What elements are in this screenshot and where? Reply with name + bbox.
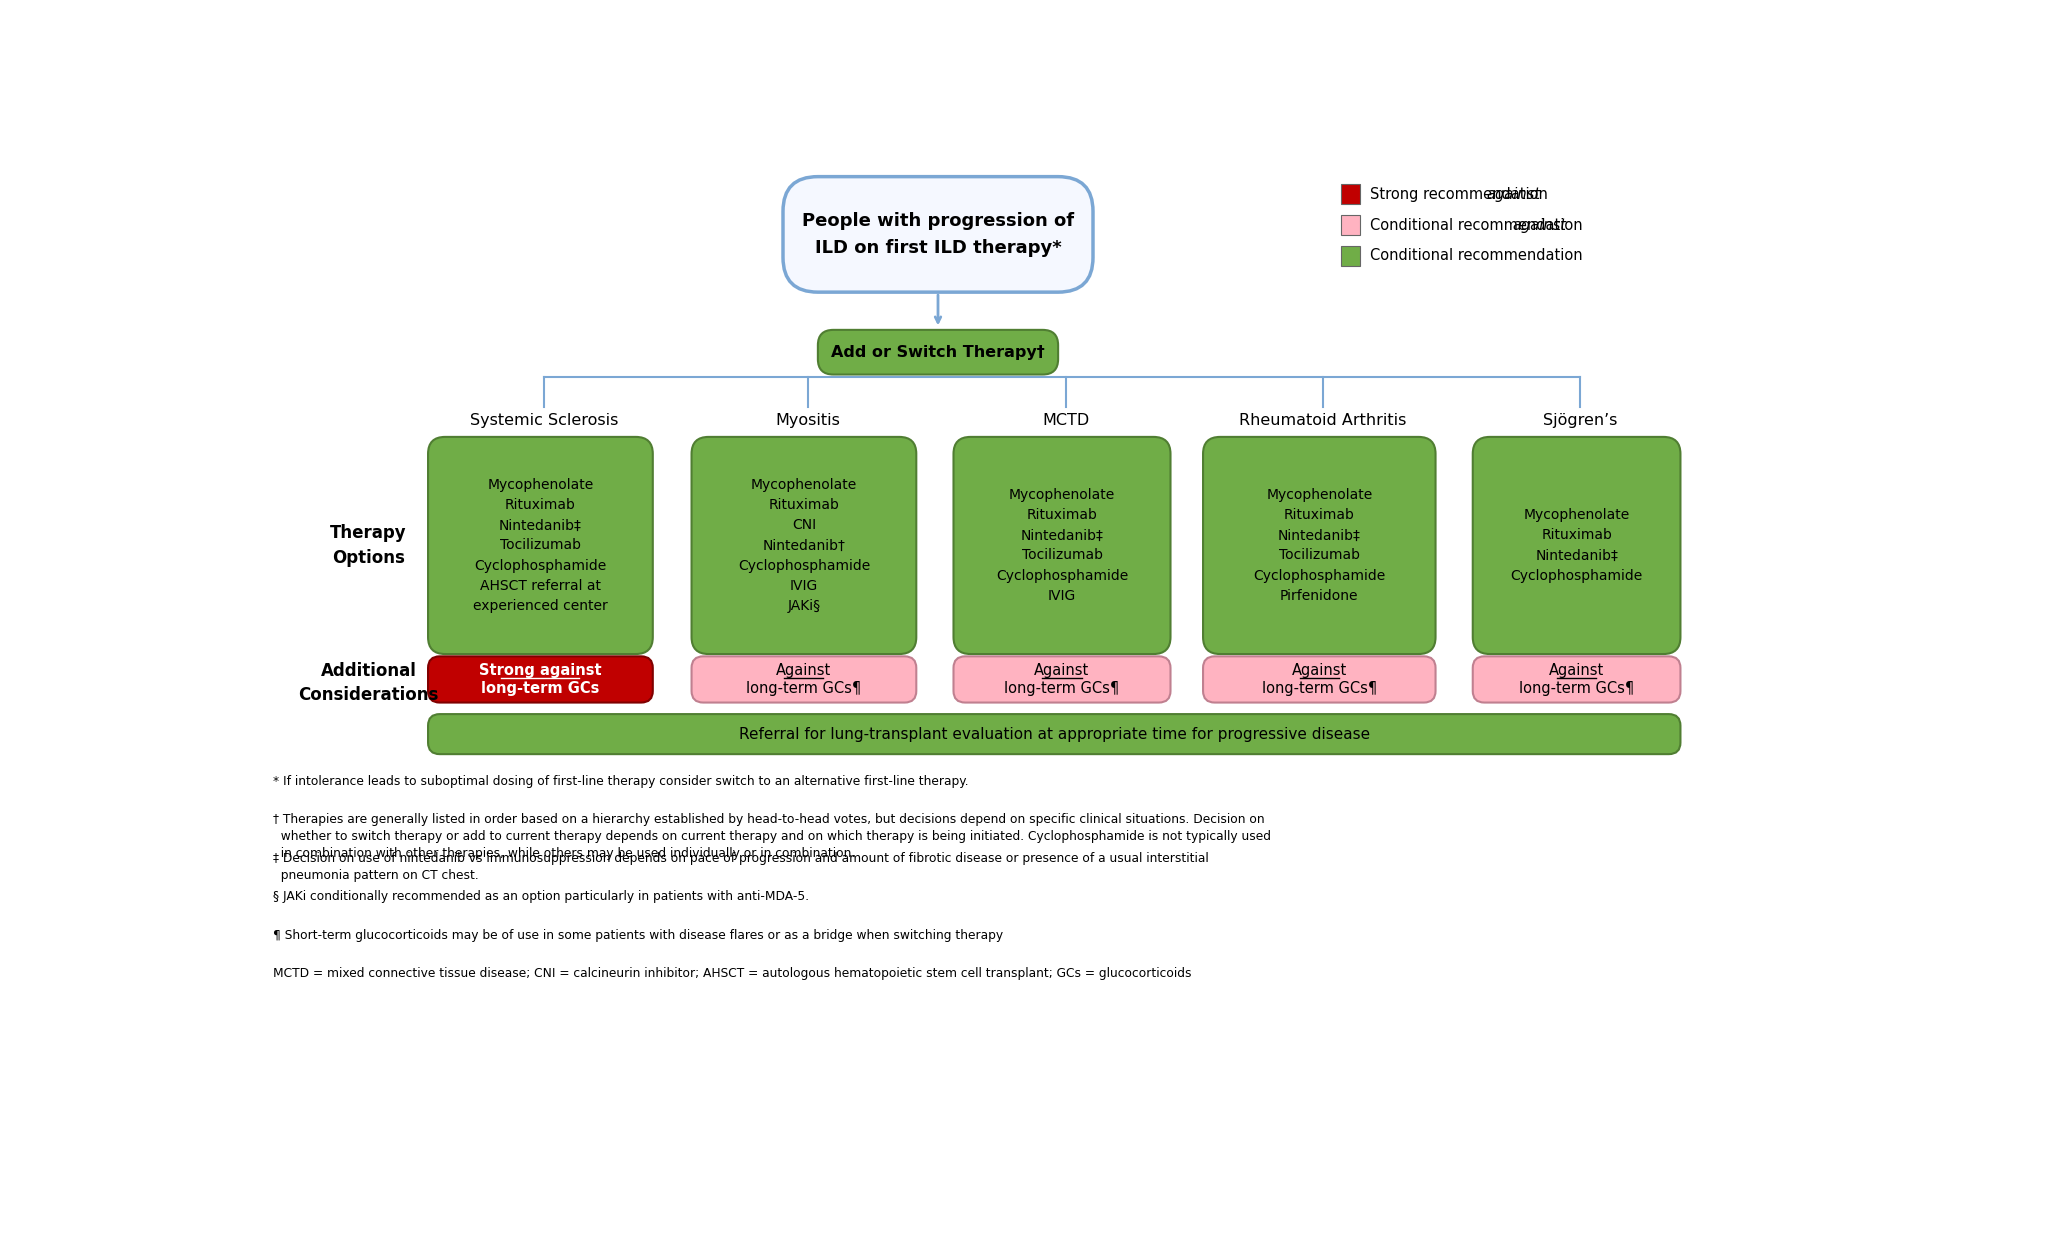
Text: * If intolerance leads to suboptimal dosing of first-line therapy consider switc: * If intolerance leads to suboptimal dos… bbox=[272, 774, 969, 788]
Text: Therapy
Options: Therapy Options bbox=[330, 524, 408, 567]
Text: Strong recommendation: Strong recommendation bbox=[1370, 187, 1552, 202]
Text: against: against bbox=[1487, 187, 1540, 202]
Text: Against: Against bbox=[1548, 663, 1604, 678]
Text: Conditional recommendation: Conditional recommendation bbox=[1370, 248, 1583, 263]
FancyBboxPatch shape bbox=[1202, 656, 1436, 702]
Text: Mycophenolate
Rituximab
Nintedanib‡
Tocilizumab
Cyclophosphamide
Pirfenidone: Mycophenolate Rituximab Nintedanib‡ Toci… bbox=[1253, 489, 1384, 603]
Text: ¶ Short-term glucocorticoids may be of use in some patients with disease flares : ¶ Short-term glucocorticoids may be of u… bbox=[272, 930, 1004, 942]
Text: Conditional recommendation: Conditional recommendation bbox=[1370, 217, 1587, 232]
Text: MCTD = mixed connective tissue disease; CNI = calcineurin inhibitor; AHSCT = aut: MCTD = mixed connective tissue disease; … bbox=[272, 968, 1192, 980]
Text: People with progression of
ILD on first ILD therapy*: People with progression of ILD on first … bbox=[803, 212, 1073, 257]
Text: Additional
Considerations: Additional Considerations bbox=[299, 663, 438, 704]
Text: Mycophenolate
Rituximab
Nintedanib‡
Tocilizumab
Cyclophosphamide
AHSCT referral : Mycophenolate Rituximab Nintedanib‡ Toci… bbox=[473, 478, 608, 613]
Text: Mycophenolate
Rituximab
Nintedanib‡
Cyclophosphamide: Mycophenolate Rituximab Nintedanib‡ Cycl… bbox=[1511, 509, 1642, 582]
FancyBboxPatch shape bbox=[428, 437, 653, 654]
Text: ‡ Decision on use of nintedanib vs immunosuppression depends on pace of progress: ‡ Decision on use of nintedanib vs immun… bbox=[272, 851, 1208, 882]
Text: Referral for lung-transplant evaluation at appropriate time for progressive dise: Referral for lung-transplant evaluation … bbox=[739, 727, 1370, 742]
FancyBboxPatch shape bbox=[692, 437, 915, 654]
Text: Myositis: Myositis bbox=[776, 413, 840, 428]
Text: Systemic Sclerosis: Systemic Sclerosis bbox=[471, 413, 618, 428]
Text: Mycophenolate
Rituximab
CNI
Nintedanib†
Cyclophosphamide
IVIG
JAKi§: Mycophenolate Rituximab CNI Nintedanib† … bbox=[737, 478, 870, 613]
Text: † Therapies are generally listed in order based on a hierarchy established by he: † Therapies are generally listed in orde… bbox=[272, 813, 1272, 860]
Text: Strong against: Strong against bbox=[479, 663, 602, 678]
FancyBboxPatch shape bbox=[1341, 215, 1360, 235]
Text: long-term GCs¶: long-term GCs¶ bbox=[1004, 681, 1120, 696]
Text: long-term GCs: long-term GCs bbox=[481, 681, 600, 696]
FancyBboxPatch shape bbox=[1473, 437, 1681, 654]
Text: Mycophenolate
Rituximab
Nintedanib‡
Tocilizumab
Cyclophosphamide
IVIG: Mycophenolate Rituximab Nintedanib‡ Toci… bbox=[995, 489, 1128, 603]
Text: Add or Switch Therapy†: Add or Switch Therapy† bbox=[831, 345, 1044, 360]
FancyBboxPatch shape bbox=[692, 656, 915, 702]
Text: Rheumatoid Arthritis: Rheumatoid Arthritis bbox=[1239, 413, 1407, 428]
FancyBboxPatch shape bbox=[1202, 437, 1436, 654]
FancyBboxPatch shape bbox=[428, 656, 653, 702]
FancyBboxPatch shape bbox=[1341, 246, 1360, 266]
Text: against: against bbox=[1513, 217, 1567, 232]
FancyBboxPatch shape bbox=[1473, 656, 1681, 702]
Text: Against: Against bbox=[1034, 663, 1090, 678]
FancyBboxPatch shape bbox=[428, 714, 1681, 755]
Text: long-term GCs¶: long-term GCs¶ bbox=[1520, 681, 1634, 696]
FancyBboxPatch shape bbox=[817, 330, 1059, 375]
Text: long-term GCs¶: long-term GCs¶ bbox=[1262, 681, 1376, 696]
Text: Sjögren’s: Sjögren’s bbox=[1544, 413, 1618, 428]
Text: long-term GCs¶: long-term GCs¶ bbox=[745, 681, 862, 696]
FancyBboxPatch shape bbox=[954, 656, 1171, 702]
FancyBboxPatch shape bbox=[782, 176, 1094, 292]
FancyBboxPatch shape bbox=[954, 437, 1171, 654]
Text: Against: Against bbox=[1292, 663, 1348, 678]
FancyBboxPatch shape bbox=[1341, 185, 1360, 205]
Text: MCTD: MCTD bbox=[1042, 413, 1090, 428]
Text: Against: Against bbox=[776, 663, 831, 678]
Text: § JAKi conditionally recommended as an option particularly in patients with anti: § JAKi conditionally recommended as an o… bbox=[272, 891, 809, 903]
